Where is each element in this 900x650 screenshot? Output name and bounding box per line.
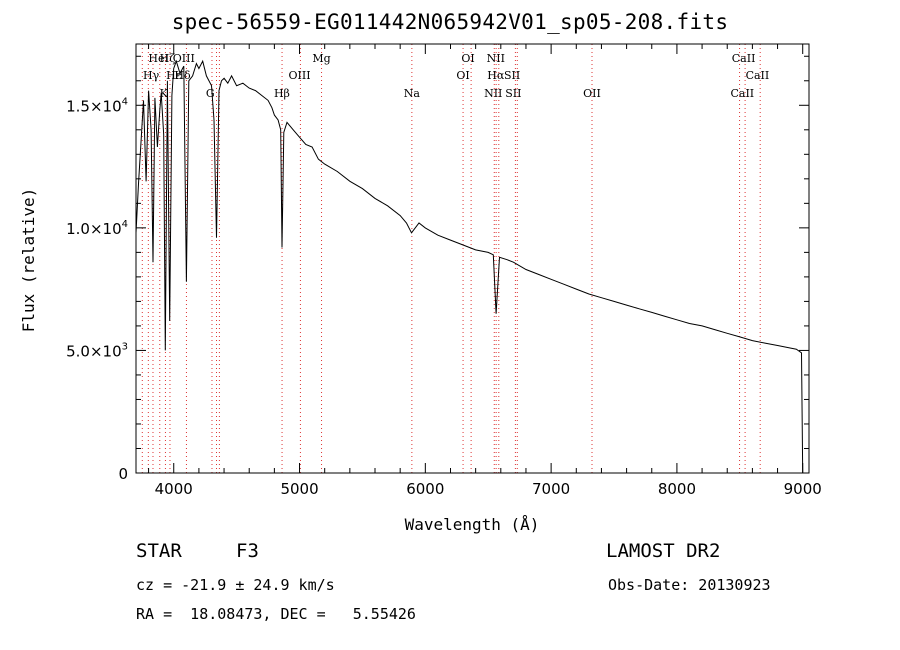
x-tick-label: 6000 xyxy=(406,480,444,498)
x-axis-label: Wavelength (Å) xyxy=(405,515,540,534)
observation-date: Obs-Date: 20130923 xyxy=(608,576,771,594)
object-subclass: F3 xyxy=(236,540,259,562)
marker-label: OI xyxy=(461,52,474,65)
marker-label: CaII xyxy=(732,52,756,65)
marker-label: G xyxy=(206,87,215,100)
marker-label: Mg xyxy=(312,52,330,65)
marker-label: Hβ xyxy=(274,87,290,100)
marker-label: OII xyxy=(583,87,601,100)
survey-name: LAMOST DR2 xyxy=(606,540,721,562)
marker-label: Na xyxy=(404,87,421,100)
y-tick-label: 0 xyxy=(118,465,128,483)
marker-label: HeI xyxy=(148,52,168,65)
plot-frame xyxy=(135,43,810,474)
object-class: STAR xyxy=(136,540,182,562)
marker-label: K xyxy=(160,87,169,100)
coordinates-readout: RA = 18.08473, DEC = 5.55426 xyxy=(136,605,416,623)
y-tick-label: 1.0×104 xyxy=(66,219,128,238)
marker-label: OIII xyxy=(173,52,195,65)
spectrum-chart: 4000 5000 6000 7000 8000 9000 0 5.0×103 1.0×104… xyxy=(19,43,822,534)
spectrum-series xyxy=(135,59,804,474)
marker-label: CaII xyxy=(730,87,754,100)
marker-label: CaII xyxy=(746,69,770,82)
marker-label: OI xyxy=(456,69,469,82)
y-tick-label: 5.0×103 xyxy=(66,341,128,360)
marker-label: OIII xyxy=(289,69,311,82)
marker-label: Hε xyxy=(166,69,182,82)
line-markers xyxy=(141,44,761,473)
x-tick-label: 8000 xyxy=(658,480,696,498)
chart-title: spec-56559-EG011442N065942V01_sp05-208.f… xyxy=(171,10,729,34)
marker-label: Hζ xyxy=(160,52,176,65)
marker-label: SII xyxy=(504,69,520,82)
x-tick-label: 4000 xyxy=(155,480,193,498)
marker-label: Hα xyxy=(487,69,505,82)
marker-label: NII xyxy=(487,52,505,65)
x-tick-label: 5000 xyxy=(280,480,318,498)
marker-label: NII xyxy=(484,87,502,100)
y-tick-label: 1.5×104 xyxy=(66,96,128,115)
x-axis: 4000 5000 6000 7000 8000 9000 xyxy=(148,44,822,498)
y-axis: 0 5.0×103 1.0×104 1.5×104 xyxy=(66,55,809,483)
marker-label: SII xyxy=(505,87,521,100)
spectrum-line xyxy=(135,59,804,474)
marker-label: Hδ xyxy=(174,69,191,82)
y-axis-label: Flux (relative) xyxy=(19,188,38,333)
x-tick-label: 7000 xyxy=(532,480,570,498)
marker-label: Hγ xyxy=(143,69,160,82)
velocity-readout: cz = -21.9 ± 24.9 km/s xyxy=(136,576,335,594)
x-tick-label: 9000 xyxy=(784,480,822,498)
